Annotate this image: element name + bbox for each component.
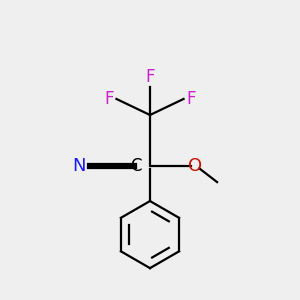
Text: F: F — [187, 90, 196, 108]
Text: C: C — [130, 157, 141, 175]
Text: N: N — [72, 157, 85, 175]
Text: F: F — [145, 68, 155, 85]
Text: O: O — [188, 157, 202, 175]
Text: F: F — [104, 90, 113, 108]
